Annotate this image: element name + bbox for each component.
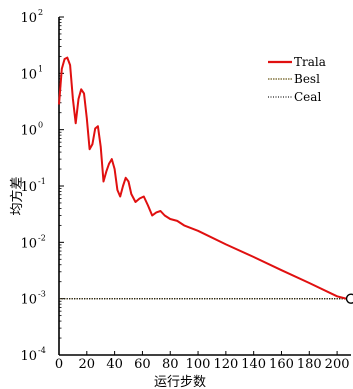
y-tick-label: 10	[20, 180, 37, 195]
x-tick-label: 80	[162, 357, 179, 372]
y-tick-label: 10	[20, 124, 37, 139]
legend-label-ceal: Ceal	[294, 90, 321, 104]
y-tick-label: 10	[20, 349, 37, 364]
y-tick-exponent: -4	[38, 346, 46, 355]
x-axis-title: 运行步数	[154, 375, 206, 389]
x-tick-label: 120	[213, 357, 238, 372]
legend-label-trala: Trala	[294, 55, 326, 69]
y-tick-exponent: -3	[38, 290, 46, 299]
x-tick-label: 140	[241, 357, 266, 372]
y-tick-exponent: 1	[38, 64, 43, 73]
x-tick-label: 180	[297, 357, 322, 372]
legend-label-besl: Besl	[294, 72, 320, 86]
y-axis-title: 均方差	[9, 176, 25, 215]
x-tick-label: 200	[325, 357, 350, 372]
x-tick-label: 160	[269, 357, 294, 372]
x-tick-label: 100	[186, 357, 211, 372]
x-tick-label: 60	[134, 357, 151, 372]
y-tick-exponent: -2	[38, 233, 46, 242]
chart-series	[58, 56, 353, 304]
y-tick-label: 10	[20, 11, 37, 26]
x-tick-label: 0	[55, 357, 63, 372]
x-tick-label: 20	[79, 357, 96, 372]
y-tick-label: 10	[20, 67, 37, 82]
series-line-trala	[58, 56, 352, 301]
y-tick-label: 10	[20, 236, 37, 251]
chart-legend: Trala Besl Ceal	[268, 55, 326, 104]
y-tick-label: 10	[20, 293, 37, 308]
y-tick-exponent: 0	[38, 121, 43, 130]
y-tick-exponent: -1	[38, 177, 46, 186]
series-end-marker	[345, 293, 353, 304]
y-tick-exponent: 2	[38, 8, 43, 17]
x-tick-label: 40	[106, 357, 123, 372]
